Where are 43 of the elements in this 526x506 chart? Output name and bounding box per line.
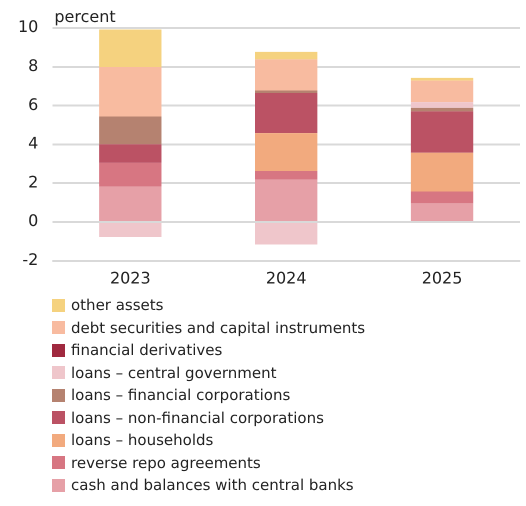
bar: [410, 108, 474, 112]
bar: [255, 92, 318, 134]
bar: [410, 192, 474, 204]
legend-label: loans – financial corporations: [70, 385, 292, 406]
bar: [255, 180, 318, 221]
bar: [255, 90, 318, 93]
legend-label: loans – households: [70, 430, 214, 452]
bar: [99, 116, 162, 144]
legend-label: cash and balances with central banks: [70, 475, 355, 496]
bar: [99, 30, 162, 67]
bar: [255, 52, 318, 60]
y-tick-label: 10: [18, 17, 38, 36]
bar: [255, 59, 318, 90]
legend-label: loans – central government: [70, 362, 278, 384]
bar: [410, 80, 474, 102]
x-tick-label: 2025: [422, 268, 462, 288]
bar: [410, 152, 474, 192]
bar: [410, 203, 474, 221]
bar: [410, 102, 474, 108]
y-tick-label: 8: [28, 56, 38, 75]
bar: [255, 170, 318, 180]
bar: [99, 162, 162, 187]
bar: [99, 144, 162, 163]
x-tick-label: 2024: [266, 268, 307, 288]
bar: [99, 223, 162, 237]
bar: [410, 111, 474, 153]
y-tick-label: 6: [28, 94, 38, 114]
bar: [99, 186, 162, 221]
y-tick-label: 2: [28, 172, 38, 192]
legend-label: debt securities and capital instruments: [70, 318, 366, 339]
y-tick-label: -2: [22, 250, 38, 269]
y-tick-label: 0: [28, 211, 38, 230]
legend-label: other assets: [70, 295, 164, 316]
bar: [255, 223, 318, 245]
legend-label: financial derivatives: [70, 340, 224, 362]
y-axis-title: percent: [54, 7, 116, 26]
bar: [255, 133, 318, 171]
bar: [410, 78, 474, 81]
y-tick-label: 4: [28, 134, 38, 153]
x-tick-label: 2023: [110, 268, 151, 288]
legend-label: reverse repo agreements: [70, 452, 262, 474]
legend-label: loans – non-financial corporations: [70, 408, 325, 429]
bar: [99, 66, 162, 116]
